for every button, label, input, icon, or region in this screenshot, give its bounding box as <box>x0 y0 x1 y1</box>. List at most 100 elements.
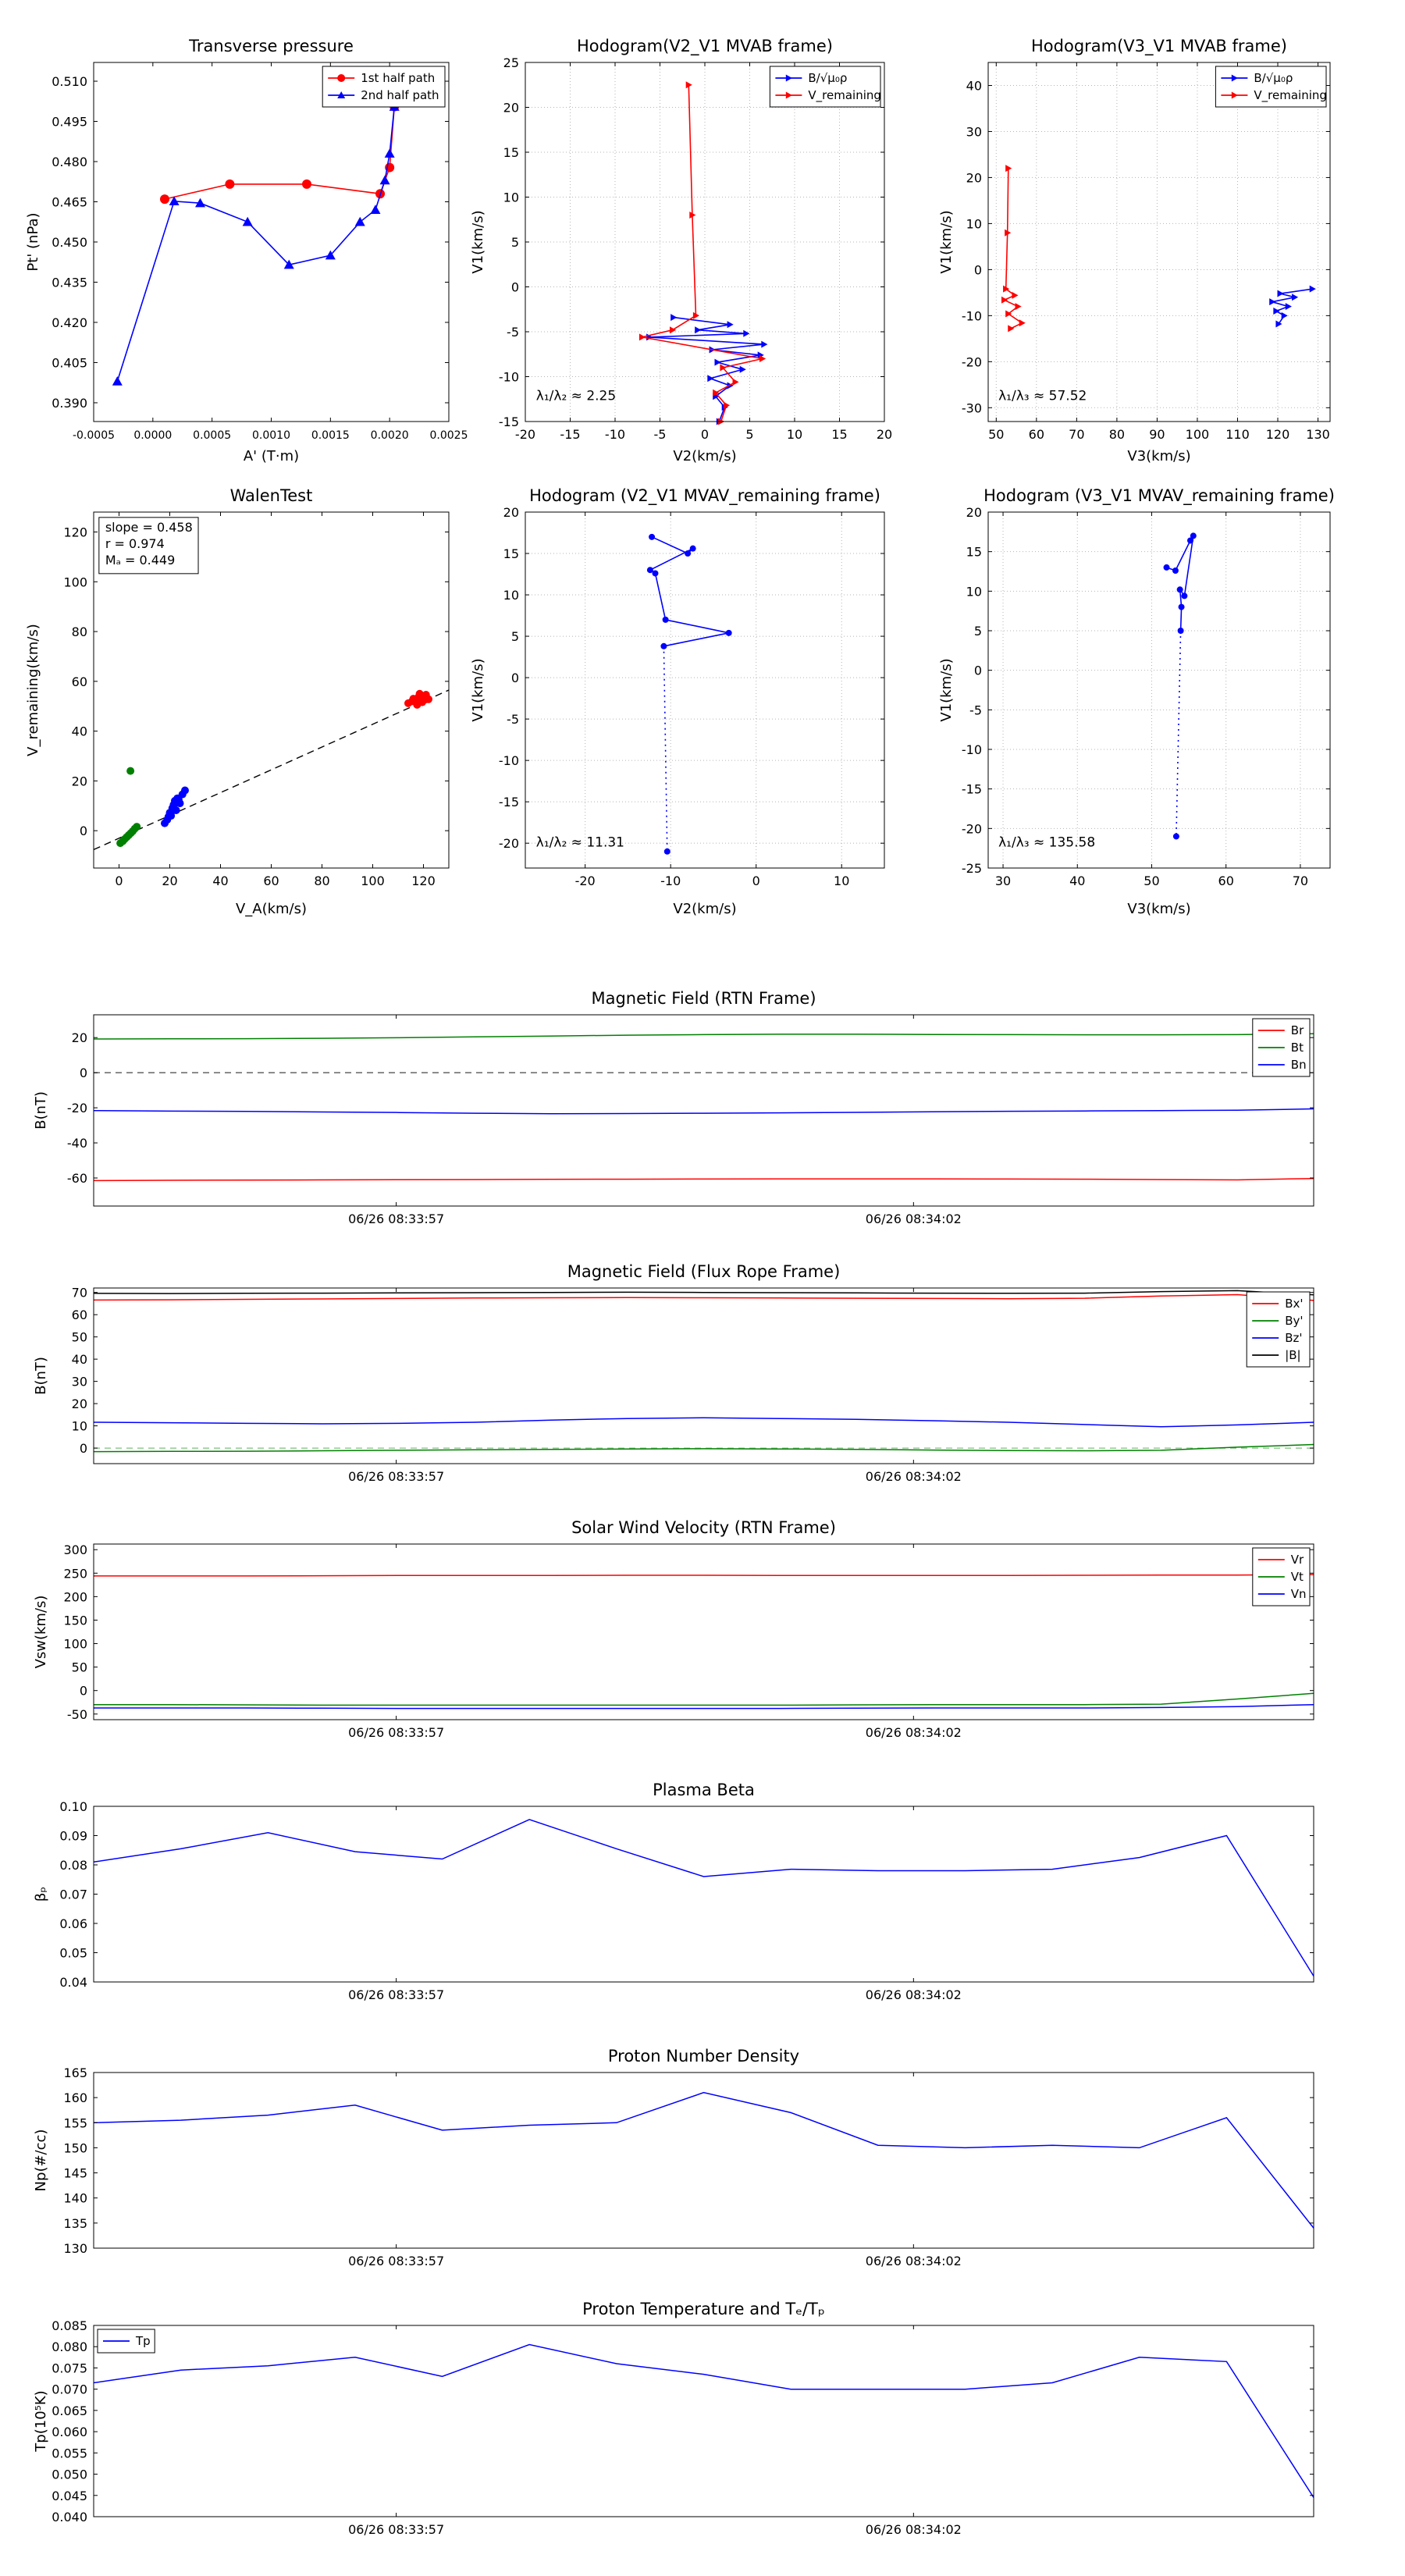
svg-text:0.420: 0.420 <box>52 315 87 330</box>
svg-text:0.055: 0.055 <box>52 2446 87 2460</box>
svg-text:10: 10 <box>503 588 519 603</box>
svg-text:06/26 08:34:02: 06/26 08:34:02 <box>866 1469 962 1484</box>
svg-text:-15: -15 <box>499 415 519 429</box>
svg-text:5: 5 <box>511 629 519 644</box>
svg-text:150: 150 <box>63 1613 87 1628</box>
svg-text:0.08: 0.08 <box>59 1858 87 1873</box>
svg-text:V2(km/s): V2(km/s) <box>673 901 736 917</box>
svg-text:-10: -10 <box>605 427 625 442</box>
svg-text:0.390: 0.390 <box>52 396 87 411</box>
svg-text:-10: -10 <box>499 370 519 385</box>
svg-text:0.480: 0.480 <box>52 155 87 169</box>
svg-text:0.0000: 0.0000 <box>133 429 172 442</box>
svg-text:100: 100 <box>63 1637 87 1652</box>
svg-text:V2(km/s): V2(km/s) <box>673 448 736 464</box>
svg-text:100: 100 <box>63 575 87 589</box>
svg-text:0.09: 0.09 <box>59 1829 87 1844</box>
svg-text:-5: -5 <box>507 325 519 340</box>
svg-text:70: 70 <box>1293 873 1308 888</box>
svg-text:-40: -40 <box>67 1136 87 1151</box>
svg-text:130: 130 <box>1306 427 1330 442</box>
svg-text:0: 0 <box>115 873 123 888</box>
svg-text:10: 10 <box>72 1419 87 1434</box>
svg-text:-50: -50 <box>67 1707 87 1722</box>
svg-text:30: 30 <box>966 124 982 139</box>
svg-text:-20: -20 <box>515 427 535 442</box>
svg-text:20: 20 <box>72 1030 87 1045</box>
svg-text:B/√μ₀ρ: B/√μ₀ρ <box>1254 71 1293 85</box>
svg-text:110: 110 <box>1225 427 1250 442</box>
svg-text:120: 120 <box>1266 427 1290 442</box>
panel-proton-temperature: 06/26 08:33:57 06/26 08:34:02 0.040 0.045 0.… <box>31 2290 1343 2548</box>
svg-text:5: 5 <box>511 235 519 250</box>
svg-text:40: 40 <box>72 724 87 739</box>
svg-text:Bx': Bx' <box>1285 1297 1303 1311</box>
svg-text:-20: -20 <box>499 836 519 851</box>
svg-text:0.080: 0.080 <box>52 2339 87 2354</box>
svg-text:B(nT): B(nT) <box>33 1091 49 1130</box>
svg-text:-5: -5 <box>507 712 519 727</box>
svg-text:Bz': Bz' <box>1285 1331 1302 1345</box>
svg-text:2nd half path: 2nd half path <box>361 88 439 102</box>
svg-text:0.0005: 0.0005 <box>193 429 231 442</box>
svg-text:λ₁/λ₃ ≈ 135.58: λ₁/λ₃ ≈ 135.58 <box>998 835 1095 851</box>
chart-hodogram-v2v1-mvab: -20 -15 -10 -5 0 5 10 15 20 -15 -10 -5 0 5 10 15 20 25 Hod… <box>468 23 913 468</box>
svg-text:0: 0 <box>752 873 760 888</box>
svg-text:V1(km/s): V1(km/s) <box>470 210 486 273</box>
svg-text:Hodogram (V3_V1 MVAV_remaining: Hodogram (V3_V1 MVAV_remaining frame) <box>984 486 1335 506</box>
svg-text:V1(km/s): V1(km/s) <box>938 658 955 721</box>
svg-text:Vn: Vn <box>1291 1587 1307 1601</box>
svg-text:Vsw(km/s): Vsw(km/s) <box>33 1596 49 1669</box>
svg-text:20: 20 <box>966 505 982 520</box>
svg-text:0.0025: 0.0025 <box>430 429 468 442</box>
svg-text:Mₐ = 0.449: Mₐ = 0.449 <box>105 553 175 568</box>
svg-text:06/26 08:34:02: 06/26 08:34:02 <box>866 1987 962 2002</box>
chart-hodogram-v3v1-mvav: 30 40 50 60 70 -25 -20 -15 -10 -5 0 5 10 15 20 Hodogram… <box>937 476 1358 921</box>
svg-text:20: 20 <box>966 170 982 185</box>
svg-text:140: 140 <box>63 2191 87 2206</box>
svg-text:06/26 08:33:57: 06/26 08:33:57 <box>348 2522 444 2537</box>
panel-plasma-beta: 06/26 08:33:57 06/26 08:34:02 0.04 0.05 0.06… <box>31 1771 1343 2013</box>
svg-text:V3(km/s): V3(km/s) <box>1127 448 1190 464</box>
svg-text:Magnetic Field (Flux Rope Fram: Magnetic Field (Flux Rope Frame) <box>567 1262 841 1281</box>
svg-text:WalenTest: WalenTest <box>230 486 313 505</box>
svg-text:20: 20 <box>72 1397 87 1411</box>
svg-text:-0.0005: -0.0005 <box>73 429 115 442</box>
svg-text:Vt: Vt <box>1291 1570 1304 1584</box>
svg-text:40: 40 <box>966 78 982 93</box>
svg-text:0.495: 0.495 <box>52 115 87 130</box>
svg-text:slope = 0.458: slope = 0.458 <box>105 520 193 535</box>
svg-text:160: 160 <box>63 2090 87 2105</box>
svg-text:10: 10 <box>834 873 849 888</box>
svg-text:0.040: 0.040 <box>52 2510 87 2524</box>
svg-text:250: 250 <box>63 1566 87 1581</box>
svg-text:Proton Number Density: Proton Number Density <box>608 2047 799 2065</box>
svg-text:-5: -5 <box>969 703 982 717</box>
svg-text:25: 25 <box>503 55 519 70</box>
svg-text:0: 0 <box>974 262 982 277</box>
svg-text:60: 60 <box>72 674 87 689</box>
svg-text:-15: -15 <box>499 795 519 809</box>
svg-text:0.0015: 0.0015 <box>311 429 350 442</box>
svg-text:Transverse pressure: Transverse pressure <box>188 37 354 55</box>
chart-walen-test: 0 20 40 60 80 100 120 0 20 40 60 80 100 120 WalenTest V… <box>23 476 468 921</box>
svg-text:Vr: Vr <box>1291 1553 1304 1567</box>
svg-text:r = 0.974: r = 0.974 <box>105 536 165 551</box>
chart-transverse-pressure: -0.0005 0.0000 0.0005 0.0010 0.0015 0.0020 0.0… <box>23 23 468 468</box>
svg-text:0.045: 0.045 <box>52 2489 87 2503</box>
svg-text:0: 0 <box>80 1684 87 1699</box>
svg-text:120: 120 <box>411 873 436 888</box>
svg-text:Np(#/cc): Np(#/cc) <box>33 2129 49 2192</box>
svg-text:10: 10 <box>966 584 982 599</box>
svg-text:60: 60 <box>1029 427 1044 442</box>
svg-text:Proton Temperature and Tₑ/Tₚ: Proton Temperature and Tₑ/Tₚ <box>582 2300 825 2318</box>
svg-text:60: 60 <box>1218 873 1234 888</box>
svg-text:-15: -15 <box>560 427 580 442</box>
svg-text:70: 70 <box>1069 427 1084 442</box>
svg-text:V1(km/s): V1(km/s) <box>938 210 955 273</box>
svg-text:0: 0 <box>511 671 519 685</box>
svg-text:B/√μ₀ρ: B/√μ₀ρ <box>808 71 847 85</box>
svg-text:0.06: 0.06 <box>59 1916 87 1931</box>
svg-text:0: 0 <box>511 280 519 295</box>
